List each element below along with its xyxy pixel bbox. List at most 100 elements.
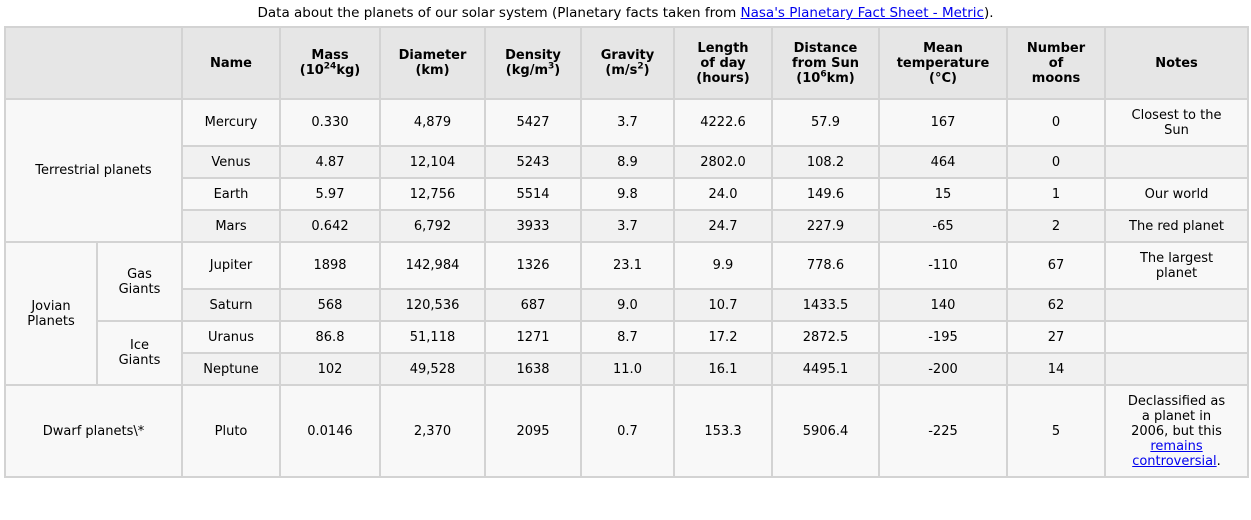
density-cell: 5427: [484, 98, 582, 147]
nasa-fact-sheet-link[interactable]: Nasa's Planetary Fact Sheet - Metric: [740, 5, 984, 21]
notes-cell: The red planet: [1104, 209, 1249, 243]
distance-cell: 108.2: [771, 145, 880, 179]
header-temp-line3: (°C): [929, 70, 957, 86]
header-mass-line2b: kg): [336, 63, 361, 78]
header-distance-line1: Distance: [793, 40, 858, 56]
jovian-line2: Planets: [27, 313, 75, 329]
header-moons-line2: of: [1048, 55, 1064, 71]
density-cell: 3933: [484, 209, 582, 243]
ice-giants-line2: Giants: [118, 353, 161, 368]
mass-cell: 0.330: [279, 98, 381, 147]
moons-cell: 0: [1006, 145, 1106, 179]
gravity-cell: 3.7: [580, 98, 675, 147]
header-row: Name Mass (1024kg) Diameter (km) Density…: [4, 26, 1249, 100]
moons-cell: 0: [1006, 98, 1106, 147]
distance-cell: 57.9: [771, 98, 880, 147]
density-cell: 1326: [484, 241, 582, 290]
notes-cell: [1104, 288, 1249, 322]
length-of-day-cell: 24.7: [673, 209, 773, 243]
temperature-cell: -195: [878, 320, 1008, 354]
header-distance-line3a: (10: [796, 70, 821, 86]
header-temp-line2: temperature: [896, 55, 990, 71]
notes-cell: [1104, 145, 1249, 179]
header-length-of-day: Length of day (hours): [673, 26, 773, 100]
planet-name: Jupiter: [181, 241, 281, 290]
length-of-day-cell: 24.0: [673, 177, 773, 211]
header-blank: [4, 26, 183, 100]
distance-cell: 227.9: [771, 209, 880, 243]
moons-cell: 2: [1006, 209, 1106, 243]
density-cell: 687: [484, 288, 582, 322]
gravity-cell: 8.7: [580, 320, 675, 354]
header-gravity-line1: Gravity: [600, 48, 655, 63]
header-density-line1: Density: [505, 48, 561, 63]
header-name: Name: [181, 26, 281, 100]
length-of-day-cell: 4222.6: [673, 98, 773, 147]
diameter-cell: 4,879: [379, 98, 486, 147]
group-gas-giants: Gas Giants: [96, 241, 183, 322]
header-distance: Distance from Sun (106km): [771, 26, 880, 100]
planet-name: Venus: [181, 145, 281, 179]
planet-name: Uranus: [181, 320, 281, 354]
table-row-earth: Earth 5.97 12,756 5514 9.8 24.0 149.6 15…: [5, 177, 1249, 211]
temperature-cell: -225: [878, 384, 1008, 478]
moons-cell: 1: [1006, 177, 1106, 211]
page: Data about the planets of our solar syst…: [4, 5, 1249, 478]
note-line2: a planet in: [1141, 408, 1212, 424]
jovian-line1: Jovian: [31, 298, 71, 314]
distance-cell: 778.6: [771, 241, 880, 290]
gas-giants-line1: Gas: [127, 266, 152, 282]
group-dwarf-planets: Dwarf planets\*: [4, 384, 183, 478]
temperature-cell: 15: [878, 177, 1008, 211]
header-distance-line2: from Sun: [792, 55, 859, 71]
header-mass-line1: Mass: [311, 48, 349, 63]
table-row-neptune: Neptune 102 49,528 1638 11.0 16.1 4495.1…: [5, 352, 1249, 386]
header-density-line2b: ): [554, 63, 561, 78]
header-notes: Notes: [1104, 26, 1249, 100]
header-temp-line1: Mean: [923, 40, 963, 56]
mass-cell: 1898: [279, 241, 381, 290]
ice-giants-line1: Ice: [130, 338, 149, 353]
notes-cell: Declassified as a planet in 2006, but th…: [1104, 384, 1249, 478]
distance-cell: 2872.5: [771, 320, 880, 354]
length-of-day-cell: 9.9: [673, 241, 773, 290]
note-line2: planet: [1155, 265, 1198, 281]
temperature-cell: -200: [878, 352, 1008, 386]
planet-name: Mercury: [181, 98, 281, 147]
diameter-cell: 142,984: [379, 241, 486, 290]
header-moons-line3: moons: [1031, 70, 1081, 86]
header-length-line1: Length: [697, 40, 749, 56]
notes-cell: Our world: [1104, 177, 1249, 211]
table-row-uranus: Ice Giants Uranus 86.8 51,118 1271 8.7 1…: [5, 320, 1249, 386]
gravity-cell: 8.9: [580, 145, 675, 179]
density-cell: 1638: [484, 352, 582, 386]
diameter-cell: 12,104: [379, 145, 486, 179]
moons-cell: 27: [1006, 320, 1106, 354]
header-gravity-line2a: (m/s: [605, 63, 638, 78]
table-row-mars: Mars 0.642 6,792 3933 3.7 24.7 227.9 -65…: [5, 209, 1249, 243]
mass-cell: 0.642: [279, 209, 381, 243]
notes-cell: The largest planet: [1104, 241, 1249, 290]
header-density-sup: 3: [547, 61, 555, 72]
note-line1: The largest: [1139, 250, 1214, 266]
table-row-saturn: Saturn 568 120,536 687 9.0 10.7 1433.5 1…: [5, 288, 1249, 322]
header-gravity-sup: 2: [637, 61, 644, 72]
remains-controversial-link-part2[interactable]: controversial: [1132, 453, 1217, 469]
temperature-cell: 167: [878, 98, 1008, 147]
density-cell: 1271: [484, 320, 582, 354]
diameter-cell: 49,528: [379, 352, 486, 386]
diameter-cell: 51,118: [379, 320, 486, 354]
mass-cell: 568: [279, 288, 381, 322]
header-length-line3: (hours): [696, 70, 750, 86]
header-distance-line3b: km): [826, 70, 855, 86]
density-cell: 5243: [484, 145, 582, 179]
note-line3: 2006, but this: [1131, 423, 1222, 439]
remains-controversial-link-part1[interactable]: remains: [1150, 438, 1203, 454]
notes-cell: Closest to the Sun: [1104, 98, 1249, 147]
mass-cell: 102: [279, 352, 381, 386]
distance-cell: 149.6: [771, 177, 880, 211]
mass-cell: 86.8: [279, 320, 381, 354]
gravity-cell: 11.0: [580, 352, 675, 386]
planet-name: Saturn: [181, 288, 281, 322]
table-row-jupiter: Jovian Planets Gas Giants Jupiter 1898 1…: [4, 241, 1249, 386]
